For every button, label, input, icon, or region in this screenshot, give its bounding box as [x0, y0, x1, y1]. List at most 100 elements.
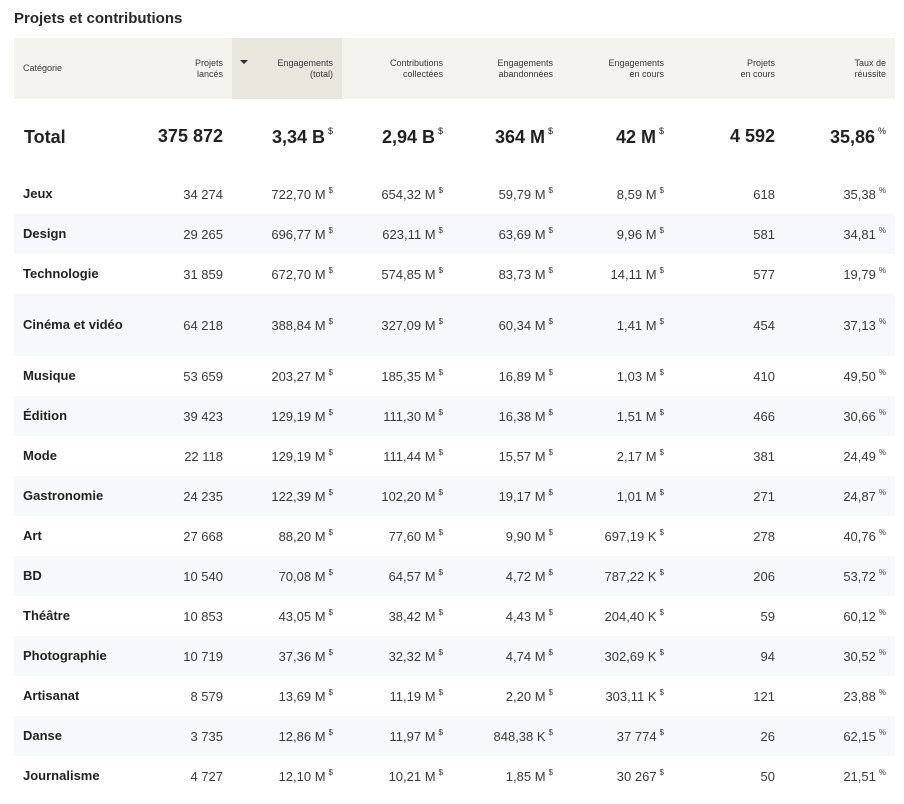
table-cell: 32,32 M $: [342, 636, 452, 676]
table-cell: 26: [673, 716, 784, 756]
unit-label: %: [878, 648, 886, 657]
table-row[interactable]: Musique 53 659 203,27 M $185,35 M $16,89 M $1…: [14, 356, 895, 396]
cell-value: 12,10 M: [278, 769, 326, 784]
unit-label: $: [328, 488, 333, 497]
cell-value: 50: [760, 768, 775, 784]
table-cell: 4 727: [140, 756, 232, 796]
cell-value: 53 659: [183, 368, 223, 384]
unit-label: %: [878, 226, 886, 235]
table-cell: 24,49%: [784, 436, 895, 476]
unit-label: $: [328, 728, 333, 737]
cell-value: 62,15: [843, 729, 876, 744]
unit-label: $: [438, 226, 443, 235]
table-row[interactable]: Design 29 265 696,77 M $623,11 M $63,69 M $9,…: [14, 214, 895, 254]
cell-value: 37,13: [843, 318, 876, 333]
table-cell: 83,73 M $: [452, 254, 562, 294]
category-label: Mode: [23, 448, 57, 463]
table-row[interactable]: Journalisme 4 727 12,10 M $10,21 M $1,85 M $3…: [14, 756, 895, 796]
cell-value: 1,41 M: [616, 318, 657, 333]
unit-label: $: [328, 688, 333, 697]
unit-label: $: [548, 317, 553, 326]
table-cell: 206: [673, 556, 784, 596]
column-header-engagements-total[interactable]: Engagements (total): [232, 38, 342, 99]
cell-value: 206: [753, 568, 775, 584]
cell-value: 9,90 M: [505, 529, 546, 544]
table-cell: 59,79 M $: [452, 174, 562, 214]
cell-value: 60,12: [843, 609, 876, 624]
table-row[interactable]: Jeux 34 274 722,70 M $654,32 M $59,79 M $8,59…: [14, 174, 895, 214]
table-cell: 1,01 M $: [562, 476, 673, 516]
cell-value: 618: [753, 186, 775, 202]
header-row: Catégorie Projets lancés Engagements (to…: [14, 38, 895, 99]
table-cell: 37,13%: [784, 294, 895, 356]
table-cell: 848,38 K $: [452, 716, 562, 756]
cell-value: 4,43 M: [505, 609, 546, 624]
category-label: Théâtre: [23, 608, 70, 623]
unit-label: $: [659, 608, 664, 617]
cell-value: 581: [753, 226, 775, 242]
cell-value: 14,11 M: [610, 267, 657, 282]
cell-value: 697,19 K: [604, 529, 657, 544]
cell-value: 23,88: [843, 689, 876, 704]
cell-value: 121: [753, 688, 775, 704]
unit-label: $: [548, 186, 553, 195]
cell-value: 30,52: [843, 649, 876, 664]
table-row[interactable]: Art 27 668 88,20 M $77,60 M $9,90 M $697,19 K…: [14, 516, 895, 556]
cell-value: 8,59 M: [616, 187, 657, 202]
unit-label: $: [659, 648, 664, 657]
cell-value: 15,57 M: [498, 449, 546, 464]
table-cell: 654,32 M $: [342, 174, 452, 214]
table-row[interactable]: Artisanat 8 579 13,69 M $11,19 M $2,20 M $303…: [14, 676, 895, 716]
table-cell: 129,19 M $: [232, 436, 342, 476]
table-cell: 11,97 M $: [342, 716, 452, 756]
column-header-categorie[interactable]: Catégorie: [23, 63, 63, 73]
cell-value: 49,50: [843, 369, 876, 384]
total-value: 3,34 B: [271, 126, 325, 147]
table-row[interactable]: Cinéma et vidéo 64 218 388,84 M $327,09 M $6…: [14, 294, 895, 356]
cell-value: 30,66: [843, 409, 876, 424]
column-header-projets-en-cours[interactable]: Projets en cours: [740, 57, 775, 79]
unit-label: $: [548, 448, 553, 457]
table-row[interactable]: BD 10 540 70,08 M $64,57 M $4,72 M $787,22 K $…: [14, 556, 895, 596]
category-label: Jeux: [23, 186, 53, 201]
column-header-projets-lances[interactable]: Projets lancés: [194, 57, 223, 79]
cell-value: 1,51 M: [616, 409, 657, 424]
total-cell: 2,94 B $: [342, 99, 452, 174]
table-row[interactable]: Mode 22 118 129,19 M $111,44 M $15,57 M $2,17…: [14, 436, 895, 476]
cell-value: 10 719: [183, 648, 223, 664]
cell-value: 64 218: [183, 317, 223, 333]
table-cell: 62,15%: [784, 716, 895, 756]
table-cell: 9,90 M $: [452, 516, 562, 556]
table-cell: 388,84 M $: [232, 294, 342, 356]
table-row[interactable]: Photographie 10 719 37,36 M $32,32 M $4,74 M…: [14, 636, 895, 676]
cell-value: 40,76: [843, 529, 876, 544]
table-cell: 8,59 M $: [562, 174, 673, 214]
table-cell: 12,86 M $: [232, 716, 342, 756]
table-row[interactable]: Technologie 31 859 672,70 M $574,85 M $83,73…: [14, 254, 895, 294]
unit-label: %: [878, 266, 886, 275]
category-label: Artisanat: [23, 688, 80, 703]
cell-value: 37,36 M: [278, 649, 326, 664]
unit-label: $: [328, 226, 333, 235]
column-header-taux-de-reussite[interactable]: Taux de réussite: [854, 57, 886, 79]
table-cell: 574,85 M $: [342, 254, 452, 294]
table-row[interactable]: Danse 3 735 12,86 M $11,97 M $848,38 K $37 77…: [14, 716, 895, 756]
unit-label: $: [659, 728, 664, 737]
column-header-contributions-collectees[interactable]: Contributions collectées: [389, 57, 443, 79]
unit-label: $: [548, 568, 553, 577]
cell-value: 302,69 K: [604, 649, 657, 664]
column-header-engagements-abandonnees[interactable]: Engagements abandonnées: [497, 57, 553, 79]
table-cell: 64 218: [140, 294, 232, 356]
table-cell: 111,44 M $: [342, 436, 452, 476]
total-value: 2,94 B: [381, 126, 435, 147]
table-cell: 129,19 M $: [232, 396, 342, 436]
table-row[interactable]: Gastronomie 24 235 122,39 M $102,20 M $19,17…: [14, 476, 895, 516]
cell-value: 388,84 M: [271, 318, 326, 333]
unit-label: $: [659, 768, 664, 777]
category-label: Gastronomie: [23, 488, 104, 503]
table-row[interactable]: Édition 39 423 129,19 M $111,30 M $16,38 M $1…: [14, 396, 895, 436]
column-header-engagements-en-cours[interactable]: Engagements en cours: [608, 57, 664, 79]
table-row[interactable]: Théâtre 10 853 43,05 M $38,42 M $4,43 M $204,…: [14, 596, 895, 636]
cell-value: 10,21 M: [388, 769, 436, 784]
unit-label: %: [878, 488, 886, 497]
